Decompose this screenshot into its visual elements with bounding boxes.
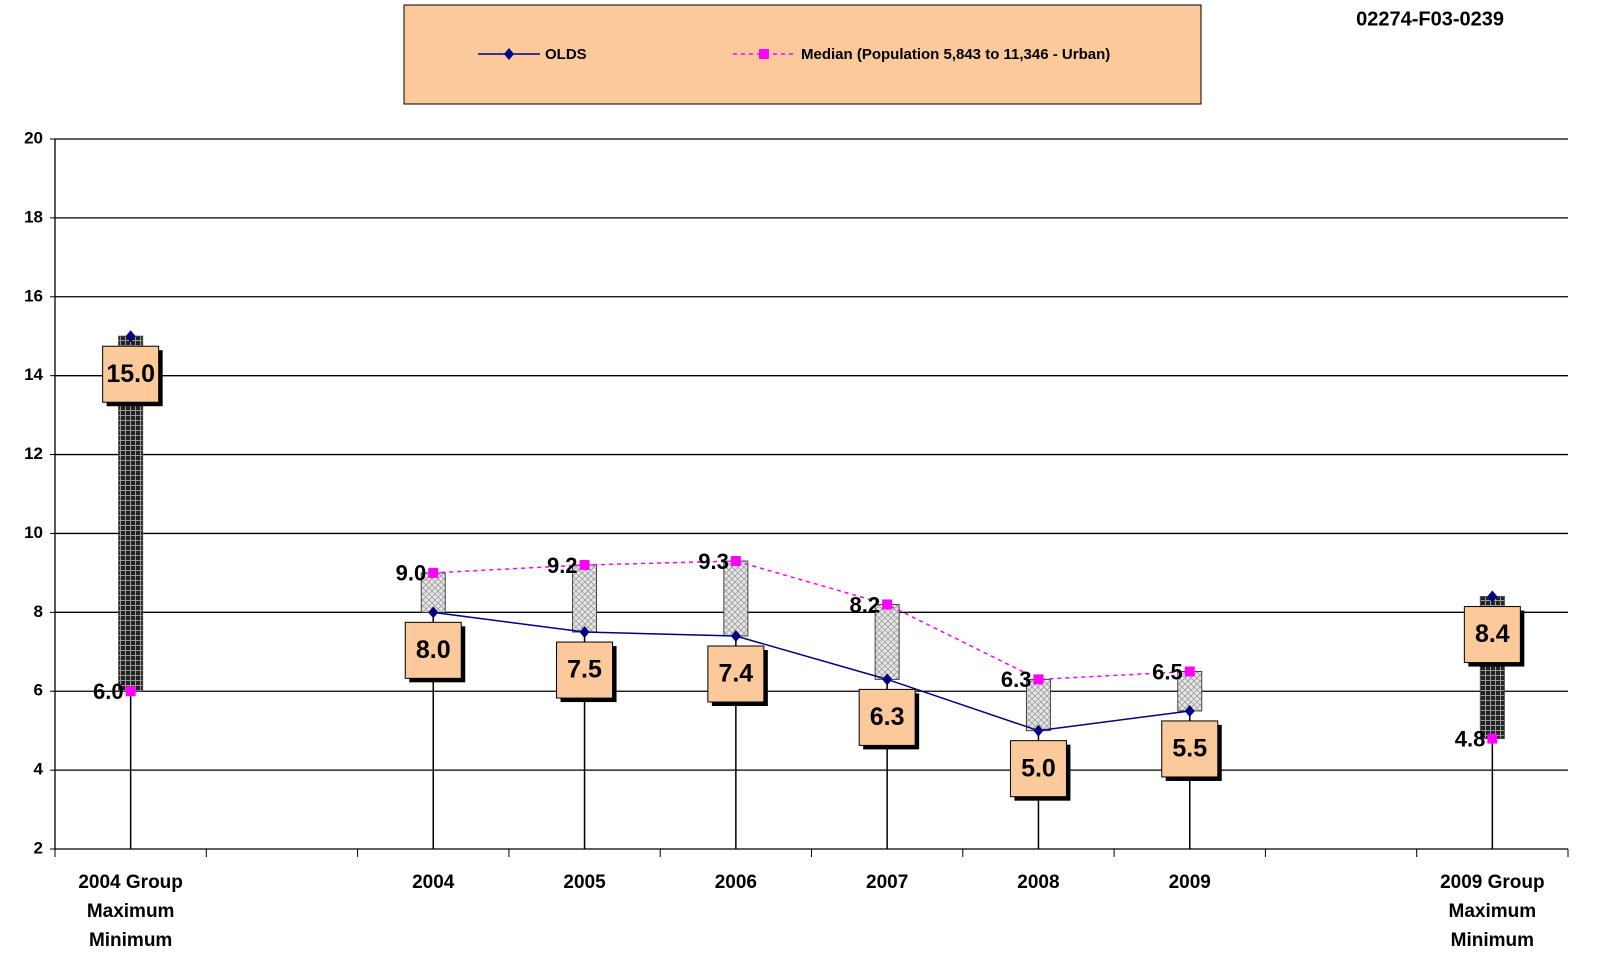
data-label: 6.3 xyxy=(1001,667,1032,692)
label-box xyxy=(1161,720,1219,778)
range-bar xyxy=(1177,671,1203,712)
label-box xyxy=(102,345,160,403)
y-tick-label: 18 xyxy=(24,207,43,226)
x-tick-label: 2005 xyxy=(563,872,606,893)
marker xyxy=(428,606,439,619)
data-label: 4.8 xyxy=(1455,726,1486,751)
data-label: 6.0 xyxy=(93,679,124,704)
x-tick-label: 2009 Group Maximum Minimum xyxy=(1440,872,1545,951)
y-tick-label: 16 xyxy=(24,286,43,305)
marker xyxy=(125,686,136,697)
marker xyxy=(1487,590,1498,603)
marker xyxy=(730,556,741,567)
marker xyxy=(1487,733,1498,744)
legend-marker xyxy=(504,48,514,60)
y-tick-label: 4 xyxy=(34,760,44,779)
marker xyxy=(1184,666,1195,677)
label-box xyxy=(858,688,916,746)
marker xyxy=(428,567,439,578)
marker xyxy=(579,626,590,639)
x-tick-label: 2004 Group Maximum Minimum xyxy=(78,872,183,951)
data-label: 8.2 xyxy=(850,592,881,617)
data-label: 5.0 xyxy=(1021,754,1056,782)
x-tick-label: 2007 xyxy=(866,872,909,893)
marker xyxy=(1033,674,1044,685)
data-label: 7.4 xyxy=(718,660,753,688)
marker xyxy=(882,673,893,686)
label-box xyxy=(556,641,614,699)
y-tick-label: 2 xyxy=(34,838,43,857)
marker xyxy=(1184,704,1195,717)
label-box xyxy=(707,645,765,703)
marker xyxy=(730,630,741,642)
data-label: 6.5 xyxy=(1152,659,1183,684)
data-label: 9.2 xyxy=(547,553,578,578)
label-box xyxy=(404,621,462,679)
legend-label: OLDS xyxy=(545,46,587,63)
range-bar xyxy=(874,603,900,680)
data-label: 15.0 xyxy=(106,360,155,388)
x-tick-label: 2004 xyxy=(412,872,455,893)
y-tick-label: 10 xyxy=(24,523,43,542)
data-label: 9.3 xyxy=(698,549,729,574)
marker xyxy=(882,599,893,610)
y-tick-label: 6 xyxy=(34,681,43,700)
y-tick-label: 12 xyxy=(24,444,43,463)
label-box xyxy=(1463,606,1521,664)
marker xyxy=(1033,724,1044,737)
data-label: 9.0 xyxy=(396,561,427,586)
data-label: 6.3 xyxy=(870,703,905,731)
x-tick-label: 2006 xyxy=(714,872,757,893)
x-tick-label: 2009 xyxy=(1168,872,1211,893)
marker xyxy=(579,560,590,570)
data-label: 8.0 xyxy=(416,636,451,664)
y-tick-label: 20 xyxy=(24,128,43,147)
data-label: 8.4 xyxy=(1475,620,1510,648)
marker xyxy=(125,330,136,343)
data-label: 5.5 xyxy=(1172,735,1207,763)
chart-code: 02274-F03-0239 xyxy=(1356,8,1504,30)
y-tick-label: 8 xyxy=(34,602,43,621)
label-box xyxy=(1009,740,1067,798)
data-label: 7.5 xyxy=(567,656,602,684)
x-tick-label: 2008 xyxy=(1017,872,1060,893)
y-tick-label: 14 xyxy=(24,365,43,384)
legend-label: Median (Population 5,843 to 11,346 - Urb… xyxy=(801,46,1110,63)
legend-marker xyxy=(759,49,769,59)
